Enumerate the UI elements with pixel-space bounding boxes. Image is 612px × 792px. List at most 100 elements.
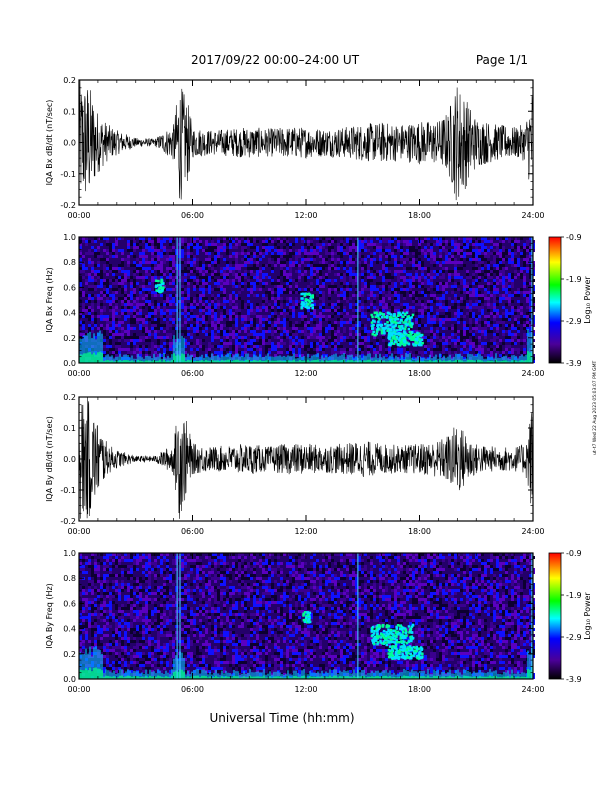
spectrogram-cell: [391, 237, 394, 240]
spectrogram-cell: [400, 312, 403, 315]
spectrogram-cell: [115, 279, 118, 282]
spectrogram-cell: [271, 333, 274, 336]
spectrogram-cell: [529, 306, 532, 309]
spectrogram-cell: [151, 240, 154, 243]
spectrogram-cell: [484, 294, 487, 297]
pc1-emission: [405, 323, 409, 327]
spectrogram-cell: [298, 270, 301, 273]
pc1-emission: [411, 313, 415, 317]
spectrogram-cell: [409, 282, 412, 285]
low-frequency-band: [481, 360, 483, 363]
spectrogram-cell: [271, 330, 274, 333]
spectrogram-cell: [295, 240, 298, 243]
spectrogram-cell: [88, 330, 91, 333]
spectrogram-cell: [454, 285, 457, 288]
spectrogram-cell: [283, 321, 286, 324]
pc1-emission: [300, 303, 303, 306]
spectrogram-cell: [280, 345, 283, 348]
spectrogram-cell: [391, 243, 394, 246]
spectrogram-cell: [157, 294, 160, 297]
spectrogram-cell: [337, 336, 340, 339]
spectrogram-cell: [190, 318, 193, 321]
spectrogram-cell: [286, 258, 289, 261]
spectrogram-cell: [298, 255, 301, 258]
low-frequency-band: [291, 356, 293, 363]
low-frequency-band: [227, 359, 229, 363]
spectrogram-cell: [316, 246, 319, 249]
low-frequency-band: [325, 360, 327, 363]
spectrogram-cell: [331, 255, 334, 258]
low-frequency-band: [303, 356, 305, 363]
spectrogram-cell: [289, 291, 292, 294]
spectrogram-cell: [148, 288, 151, 291]
spectrogram-cell: [214, 258, 217, 261]
spectrogram-cell: [307, 240, 310, 243]
spectrogram-cell: [220, 306, 223, 309]
spectrogram-cell: [472, 333, 475, 336]
spectrogram-cell: [328, 264, 331, 267]
spectrogram-cell: [370, 288, 373, 291]
low-frequency-band: [395, 360, 397, 363]
spectrogram-cell: [334, 288, 337, 291]
spectrogram-cell: [298, 330, 301, 333]
spectrogram-cell: [319, 276, 322, 279]
spectrogram-cell: [484, 249, 487, 252]
low-frequency-band: [249, 357, 251, 363]
spectrogram-cell: [121, 336, 124, 339]
spectrogram-cell: [475, 288, 478, 291]
spectrogram-cell: [409, 288, 412, 291]
spectrogram-cell: [217, 237, 220, 240]
spectrogram-cell: [151, 273, 154, 276]
spectrogram-cell: [463, 288, 466, 291]
spectrogram-cell: [157, 342, 160, 345]
spectrogram-cell: [331, 309, 334, 312]
spectrogram-cell: [325, 258, 328, 261]
low-frequency-band: [83, 353, 85, 363]
spectrogram-cell: [529, 237, 532, 240]
spectrogram-cell: [382, 264, 385, 267]
spectrogram-cell: [421, 294, 424, 297]
spectrogram-cell: [523, 255, 526, 258]
spectrogram-cell: [292, 351, 295, 354]
spectrogram-cell: [367, 276, 370, 279]
spectrogram-cell: [376, 237, 379, 240]
spectrogram-cell: [208, 276, 211, 279]
spectrogram-cell: [436, 288, 439, 291]
spectrogram-cell: [79, 327, 82, 330]
spectrogram-cell: [283, 300, 286, 303]
spectrogram-cell: [322, 291, 325, 294]
spectrogram-cell: [253, 333, 256, 336]
spectrogram-cell: [505, 288, 508, 291]
spectrogram-cell: [157, 237, 160, 240]
pc1-emission: [380, 331, 384, 335]
spectrogram-cell: [208, 342, 211, 345]
low-frequency-band: [189, 360, 191, 363]
low-frequency-band: [491, 356, 493, 363]
spectrogram-cell: [160, 240, 163, 243]
spectrogram-cell: [148, 297, 151, 300]
low-frequency-band: [435, 360, 437, 363]
spectrogram-cell: [199, 243, 202, 246]
spectrogram-cell: [211, 258, 214, 261]
spectrogram-cell: [160, 336, 163, 339]
spectrogram-cell: [214, 249, 217, 252]
low-frequency-band: [271, 360, 273, 363]
spectrogram-cell: [418, 258, 421, 261]
spectrogram-cell: [346, 246, 349, 249]
spectrogram-cell: [190, 261, 193, 264]
low-frequency-band: [83, 335, 85, 363]
spectrogram-cell: [361, 285, 364, 288]
spectrogram-cell: [262, 243, 265, 246]
spectrogram-cell: [280, 270, 283, 273]
spectrogram-cell: [472, 288, 475, 291]
spectrogram-cell: [376, 294, 379, 297]
spectrogram-cell: [340, 252, 343, 255]
spectrogram-cell: [181, 261, 184, 264]
pc1-emission: [412, 343, 415, 346]
spectrogram-cell: [331, 303, 334, 306]
spectrogram-cell: [397, 243, 400, 246]
spectrogram-cell: [223, 342, 226, 345]
spectrogram-cell: [211, 336, 214, 339]
spectrogram-cell: [319, 330, 322, 333]
spectrogram-cell: [481, 309, 484, 312]
